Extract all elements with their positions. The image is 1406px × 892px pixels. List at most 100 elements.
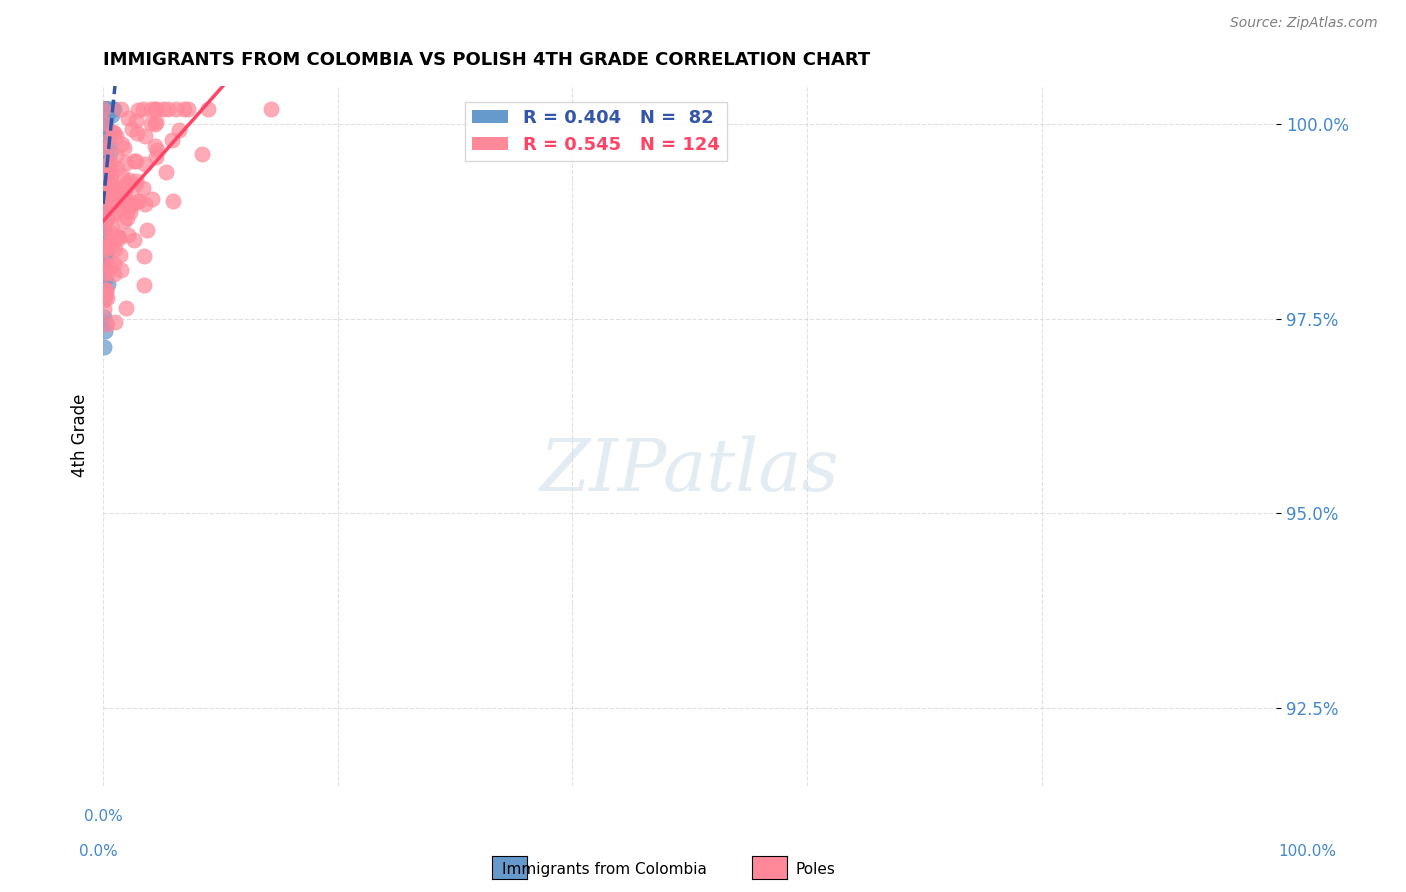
Point [122, 153, 145, 168]
Text: ZIPatlas: ZIPatlas [540, 435, 839, 506]
Point [93, 126, 115, 140]
Point [110, 191, 132, 205]
Point [107, 231, 129, 245]
Point [94, 207, 117, 221]
Point [93, 102, 115, 116]
Point [118, 173, 141, 187]
Point [134, 157, 156, 171]
Point [94, 195, 117, 210]
Point [94, 136, 117, 150]
Point [103, 181, 125, 195]
Point [108, 247, 131, 261]
Point [91, 237, 114, 252]
Point [93, 203, 115, 218]
Point [117, 202, 139, 217]
Point [100, 102, 122, 116]
Point [96, 102, 118, 116]
Point [152, 102, 174, 116]
Point [117, 112, 139, 126]
Point [100, 161, 122, 175]
Point [101, 238, 124, 252]
Point [93, 324, 115, 338]
Point [134, 128, 156, 143]
Point [94, 160, 117, 174]
Point [132, 277, 155, 292]
Point [94, 193, 117, 207]
Point [94, 166, 117, 180]
Point [103, 268, 125, 282]
Point [94, 141, 117, 155]
Point [91, 128, 114, 143]
Point [96, 117, 118, 131]
Point [117, 228, 139, 243]
Point [107, 229, 129, 244]
Point [100, 169, 122, 183]
Point [100, 226, 122, 240]
Point [93, 197, 115, 211]
Point [98, 137, 121, 152]
Point [128, 194, 150, 209]
Point [94, 135, 117, 149]
Point [173, 102, 195, 116]
Point [114, 192, 136, 206]
Point [94, 102, 117, 116]
Point [93, 197, 115, 211]
Point [94, 102, 117, 116]
Point [93, 178, 115, 192]
Point [260, 102, 283, 116]
Point [94, 107, 117, 121]
Point [141, 192, 163, 206]
Point [93, 219, 115, 234]
Point [93, 141, 115, 155]
Point [107, 229, 129, 244]
Point [101, 208, 124, 222]
Point [93, 240, 115, 254]
Point [93, 193, 115, 207]
Point [93, 219, 115, 234]
Point [93, 194, 115, 208]
Point [132, 102, 155, 116]
Text: Immigrants from Colombia: Immigrants from Colombia [502, 863, 707, 877]
Point [93, 185, 115, 199]
Point [96, 175, 118, 189]
Point [91, 129, 114, 144]
Point [93, 146, 115, 161]
Point [125, 126, 148, 140]
Text: 100.0%: 100.0% [1278, 845, 1337, 859]
Point [115, 177, 138, 191]
Y-axis label: 4th Grade: 4th Grade [72, 394, 89, 477]
Point [96, 151, 118, 165]
Point [91, 136, 114, 151]
Point [112, 141, 135, 155]
Point [100, 234, 122, 248]
Point [143, 102, 166, 116]
Point [94, 135, 117, 149]
Point [93, 150, 115, 164]
Point [117, 211, 139, 225]
Point [93, 282, 115, 296]
Point [98, 155, 121, 169]
Point [155, 164, 177, 178]
Point [143, 138, 166, 153]
Point [94, 316, 117, 330]
Point [139, 116, 162, 130]
Text: IMMIGRANTS FROM COLOMBIA VS POLISH 4TH GRADE CORRELATION CHART: IMMIGRANTS FROM COLOMBIA VS POLISH 4TH G… [103, 51, 870, 69]
Point [96, 211, 118, 225]
Point [93, 116, 115, 130]
Point [97, 188, 120, 202]
Point [93, 340, 115, 354]
Point [141, 102, 163, 116]
Point [98, 169, 121, 183]
Point [93, 293, 115, 307]
Point [94, 133, 117, 147]
Point [108, 194, 131, 208]
Point [96, 317, 118, 331]
Point [96, 109, 118, 123]
Point [105, 128, 128, 143]
Point [94, 237, 117, 252]
Point [97, 161, 120, 176]
Point [114, 178, 136, 192]
Point [112, 184, 135, 198]
Point [110, 102, 132, 116]
Point [103, 102, 125, 116]
